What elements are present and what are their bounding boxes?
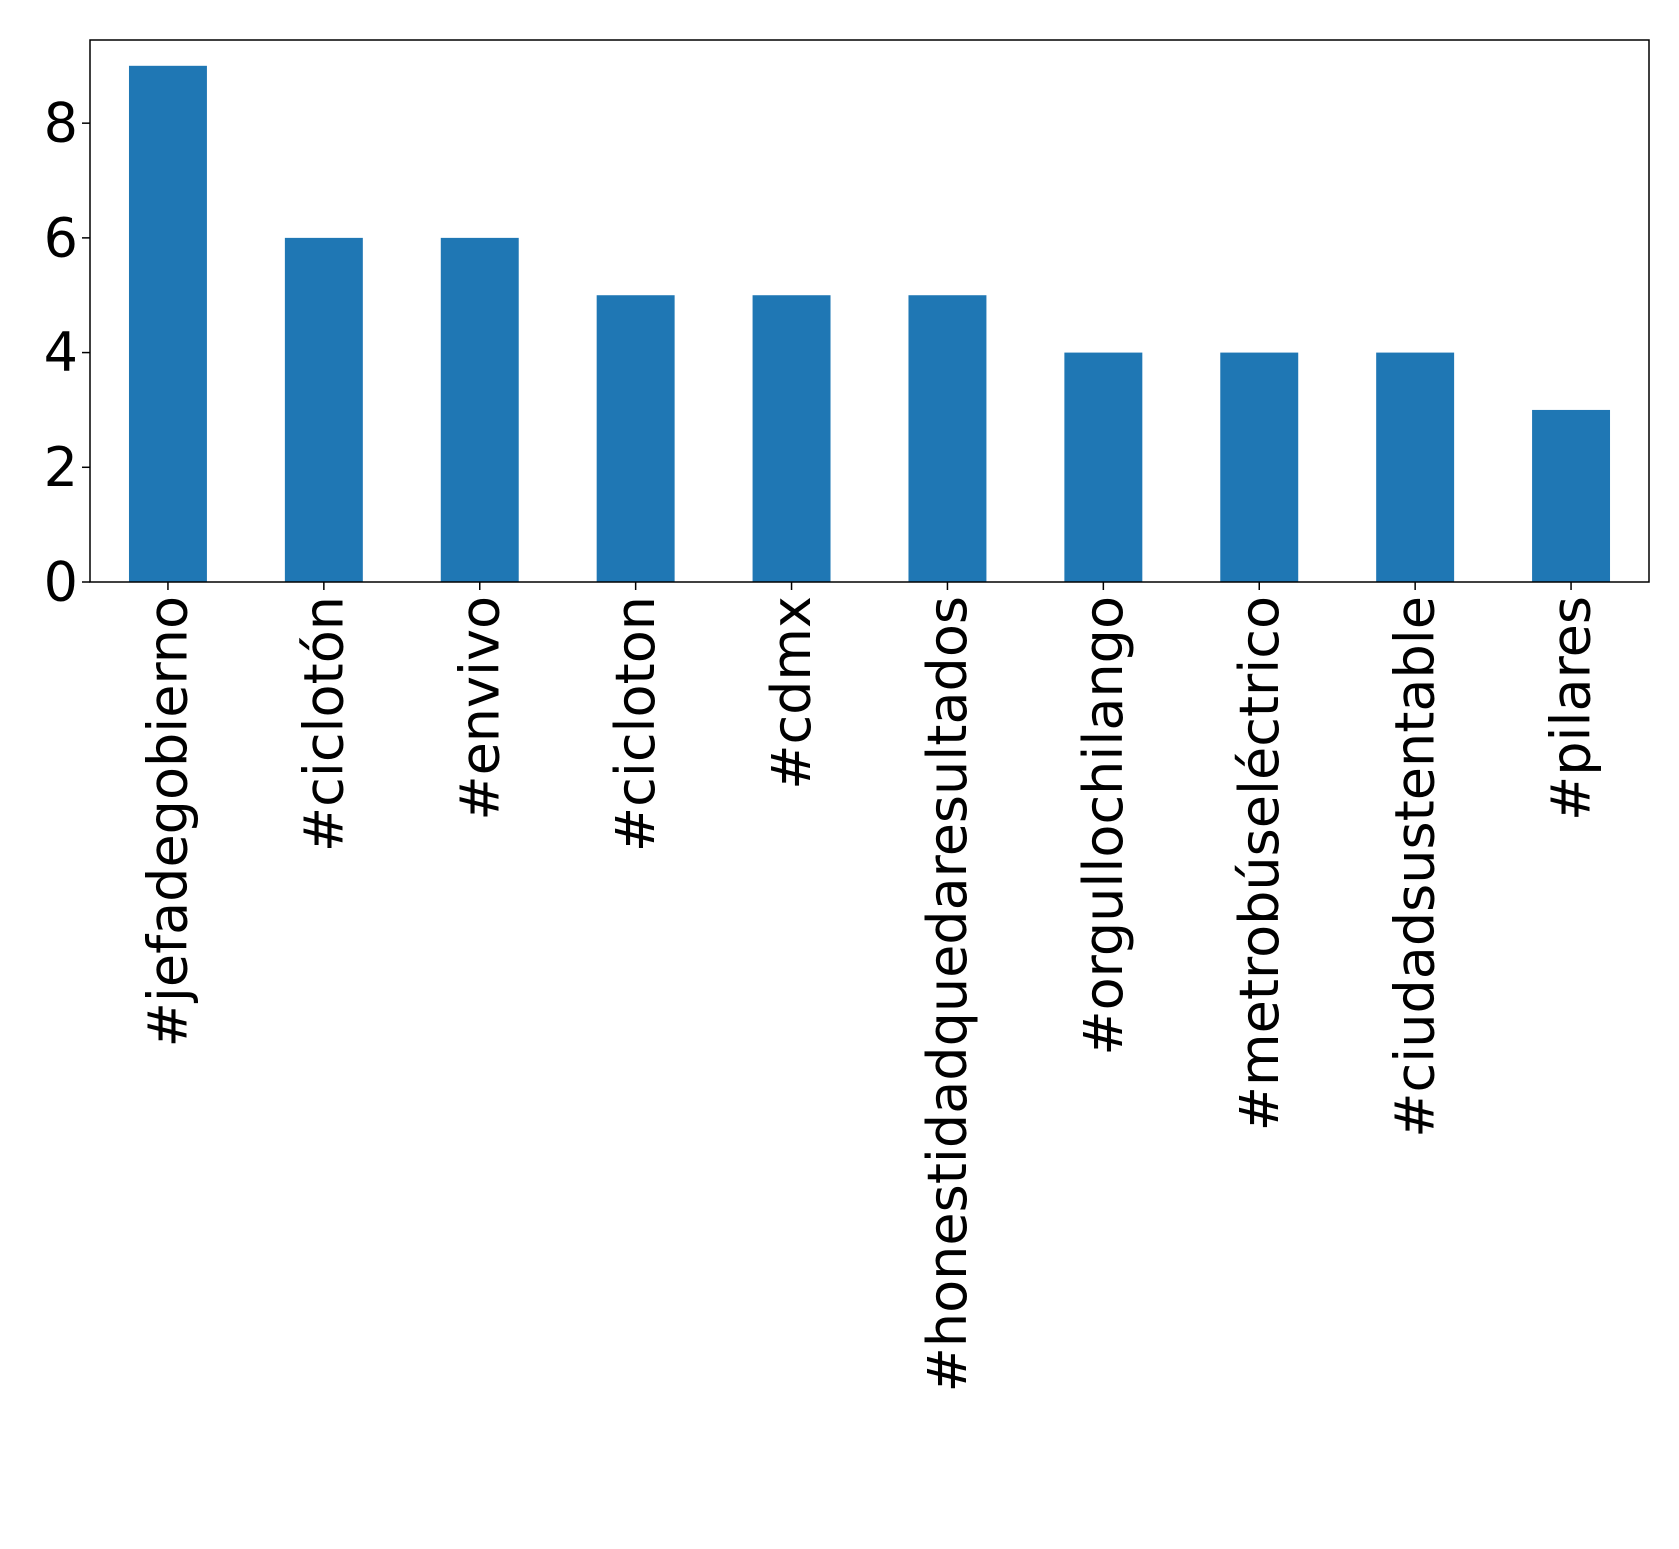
- x-tick-label: #metrobúseléctrico: [1228, 596, 1291, 1131]
- x-tick-label: #envivo: [448, 596, 511, 821]
- x-tick-label: #jefadegobierno: [136, 596, 199, 1047]
- x-tick-label: #honestidadquedaresultados: [916, 596, 979, 1392]
- y-tick-label: 0: [44, 551, 78, 614]
- y-axis: 0 2 4 6 8: [44, 92, 90, 614]
- bar: [1064, 352, 1143, 582]
- x-tick-label: #pilares: [1540, 596, 1603, 821]
- bar: [440, 237, 519, 582]
- bar: [1532, 409, 1611, 582]
- y-tick-label: 2: [44, 436, 78, 499]
- x-tick-label: #cicloton: [604, 596, 667, 852]
- bars-group: [128, 65, 1611, 583]
- x-axis: #jefadegobierno #ciclotón #envivo #cicloton…: [136, 582, 1603, 1392]
- bar: [752, 295, 831, 582]
- x-tick-label: #cdmx: [760, 596, 823, 790]
- bar: [1376, 352, 1455, 582]
- y-tick-label: 8: [44, 92, 78, 155]
- bar: [1220, 352, 1299, 582]
- bar: [284, 237, 363, 582]
- y-tick-label: 6: [44, 206, 78, 269]
- plot-frame: [89, 39, 1650, 583]
- bar: [128, 65, 207, 583]
- y-tick-label: 4: [44, 321, 78, 384]
- x-tick-label: #ciudadsustentable: [1384, 596, 1447, 1138]
- bar: [596, 295, 675, 582]
- x-tick-label: #ciclotón: [292, 596, 355, 852]
- bar: [908, 295, 987, 582]
- x-tick-label: #orgullochilango: [1072, 596, 1135, 1056]
